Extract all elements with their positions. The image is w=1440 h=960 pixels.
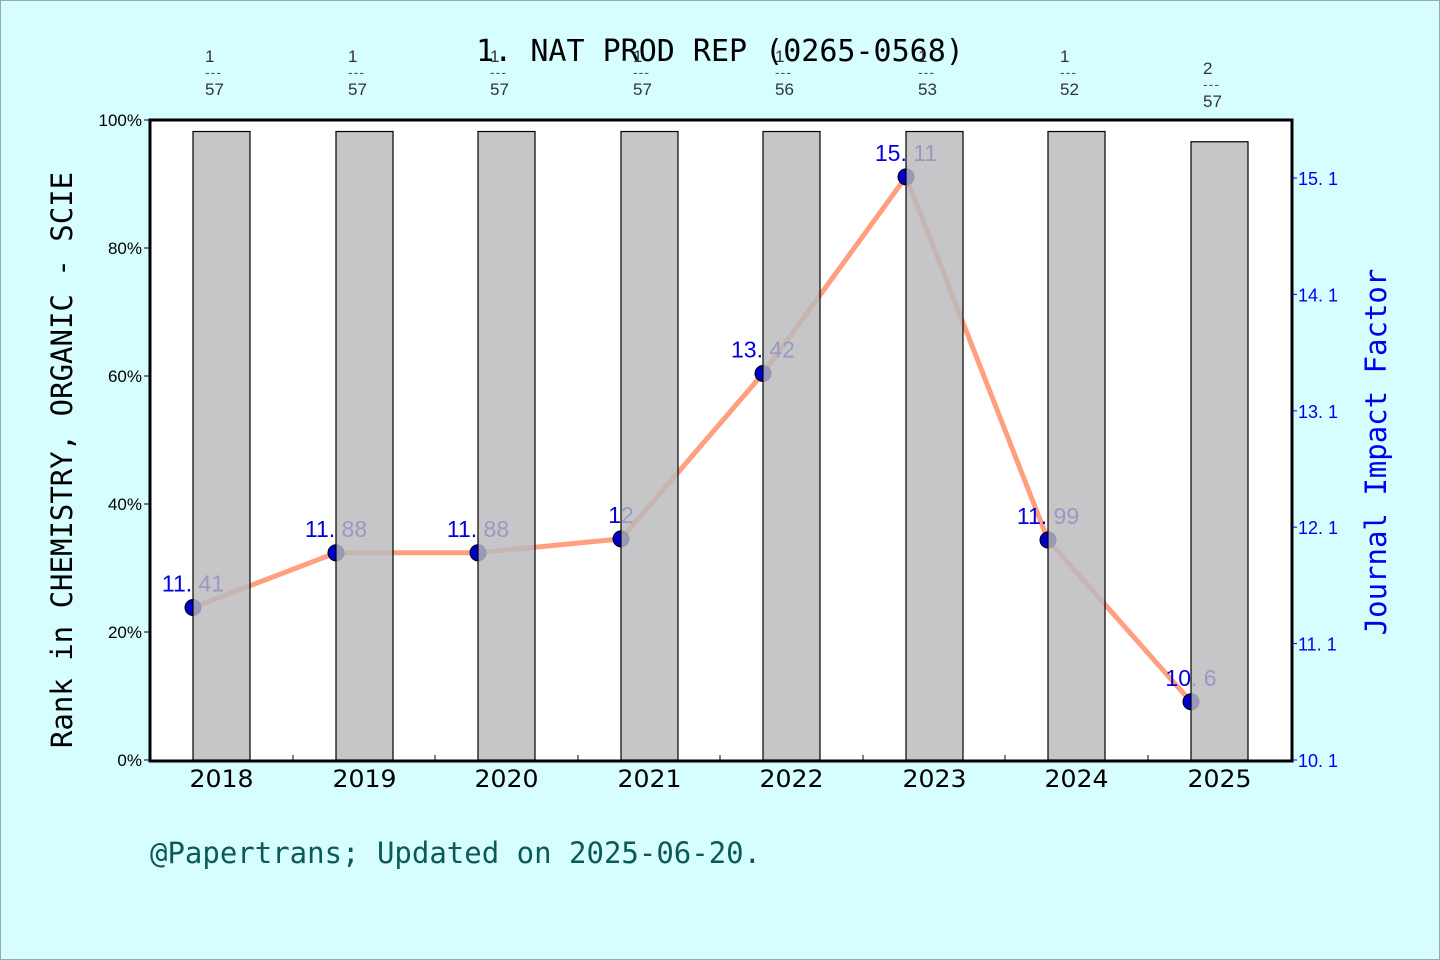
rank-denominator: 57 bbox=[490, 80, 509, 99]
rank-fraction-label: 1 --- 57 bbox=[205, 46, 265, 100]
x-axis-year-label: 2024 bbox=[1045, 765, 1109, 793]
right-axis-tick-label: 11. 1 bbox=[1298, 635, 1337, 655]
rank-bar bbox=[620, 130, 679, 761]
left-axis-tick-label: 100% bbox=[99, 111, 142, 130]
rank-numerator: 1 bbox=[205, 47, 215, 66]
rank-bar bbox=[335, 130, 394, 761]
rank-numerator: 1 bbox=[1060, 47, 1070, 66]
x-axis-year-label: 2018 bbox=[190, 765, 254, 793]
fraction-bar: --- bbox=[348, 64, 365, 80]
rank-numerator: 1 bbox=[633, 47, 643, 66]
left-axis-tick-label: 80% bbox=[108, 239, 142, 258]
fraction-bar: --- bbox=[205, 64, 222, 80]
rank-numerator: 1 bbox=[490, 47, 500, 66]
x-axis-year-label: 2023 bbox=[903, 765, 967, 793]
fraction-bar: --- bbox=[775, 64, 792, 80]
fraction-bar: --- bbox=[1203, 76, 1220, 92]
x-axis-year-label: 2019 bbox=[333, 765, 397, 793]
fraction-bar: --- bbox=[1060, 64, 1077, 80]
rank-fraction-label: 1 --- 57 bbox=[490, 46, 550, 100]
chart-title: 1. NAT PROD REP (0265-0568) bbox=[476, 34, 964, 69]
plot-frame bbox=[148, 118, 1294, 763]
right-axis-tick-label: 12. 1 bbox=[1298, 518, 1338, 538]
fraction-bar: --- bbox=[490, 64, 507, 80]
rank-denominator: 57 bbox=[1203, 92, 1222, 111]
rank-fraction-label: 1 --- 53 bbox=[918, 46, 978, 100]
rank-numerator: 1 bbox=[918, 47, 928, 66]
rank-numerator: 1 bbox=[775, 47, 785, 66]
x-axis-year-label: 2021 bbox=[618, 765, 682, 793]
rank-denominator: 57 bbox=[348, 80, 367, 99]
fraction-bar: --- bbox=[918, 64, 935, 80]
rank-bar bbox=[192, 130, 251, 761]
right-axis-tick-label: 10. 1 bbox=[1298, 751, 1338, 771]
left-axis-label: Rank in CHEMISTRY, ORGANIC - SCIE bbox=[45, 171, 79, 749]
rank-fraction-label: 1 --- 57 bbox=[633, 46, 693, 100]
rank-denominator: 57 bbox=[205, 80, 224, 99]
rank-fraction-label: 1 --- 57 bbox=[348, 46, 408, 100]
x-axis-year-label: 2022 bbox=[760, 765, 824, 793]
right-axis-label: Journal Impact Factor bbox=[1359, 268, 1393, 636]
fraction-bar: --- bbox=[633, 64, 650, 80]
footer-credit: @Papertrans; Updated on 2025-06-20. bbox=[150, 836, 762, 870]
left-axis-tick-label: 0% bbox=[117, 751, 142, 770]
rank-fraction-label: 2 --- 57 bbox=[1203, 58, 1263, 112]
rank-bar bbox=[762, 130, 821, 761]
rank-numerator: 1 bbox=[348, 47, 358, 66]
rank-numerator: 2 bbox=[1203, 59, 1213, 78]
right-axis-tick-label: 13. 1 bbox=[1298, 402, 1338, 422]
rank-bar bbox=[477, 130, 536, 761]
right-axis-tick-label: 14. 1 bbox=[1298, 285, 1338, 305]
rank-bar bbox=[1190, 141, 1249, 761]
plot-area bbox=[150, 120, 1292, 761]
left-axis-tick-label: 20% bbox=[108, 623, 142, 642]
rank-denominator: 56 bbox=[775, 80, 794, 99]
rank-bar bbox=[905, 130, 964, 761]
x-axis-year-label: 2025 bbox=[1188, 765, 1252, 793]
rank-fraction-label: 1 --- 52 bbox=[1060, 46, 1120, 100]
right-axis-tick-label: 15. 1 bbox=[1298, 169, 1338, 189]
rank-denominator: 53 bbox=[918, 80, 937, 99]
rank-bar bbox=[1047, 130, 1106, 761]
left-axis-tick-label: 60% bbox=[108, 367, 142, 386]
left-axis-tick-label: 40% bbox=[108, 495, 142, 514]
rank-denominator: 52 bbox=[1060, 80, 1079, 99]
x-axis-year-label: 2020 bbox=[475, 765, 539, 793]
rank-denominator: 57 bbox=[633, 80, 652, 99]
rank-fraction-label: 1 --- 56 bbox=[775, 46, 835, 100]
